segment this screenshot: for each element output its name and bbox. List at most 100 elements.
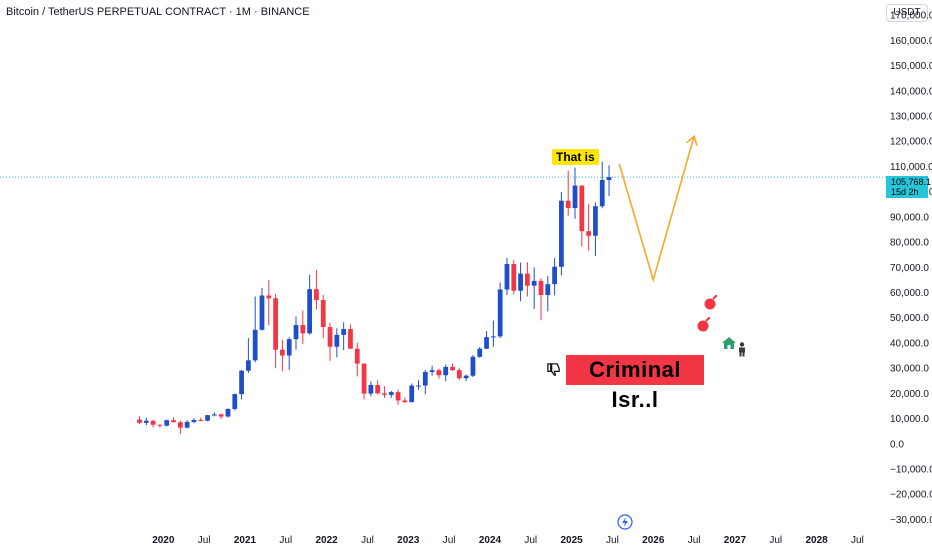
candle-body: [470, 356, 476, 376]
candle-body: [559, 200, 564, 267]
candle-body: [177, 422, 183, 428]
candle: [300, 310, 306, 344]
candle-body: [504, 264, 510, 290]
candle-body: [307, 289, 313, 334]
candle-body: [436, 370, 442, 376]
candle-body: [150, 420, 156, 425]
candle-body: [531, 280, 537, 286]
candle-body: [511, 264, 517, 291]
candle: [559, 192, 564, 276]
candle: [348, 324, 353, 349]
candle-body: [252, 329, 258, 361]
candle: [239, 369, 244, 400]
candle: [164, 419, 170, 427]
x-tick-label: Jul: [688, 535, 701, 546]
candle-body: [205, 415, 210, 421]
x-axis[interactable]: 2020 Jul 2021 Jul 2022 Jul 2023 Jul 2024 Jul 2025 J…: [152, 535, 864, 546]
candle-body: [368, 385, 374, 394]
house-icon[interactable]: [721, 336, 737, 352]
candle-body: [239, 370, 244, 395]
candle: [157, 424, 163, 428]
x-tick-label: 2021: [234, 535, 257, 546]
candle: [436, 368, 442, 379]
chart-title: Bitcoin / TetherUS PERPETUAL CONTRACT · …: [6, 6, 310, 18]
callout-that-is[interactable]: That is: [552, 149, 599, 165]
person-icon[interactable]: [737, 342, 747, 359]
bomb-icon[interactable]: [701, 294, 719, 312]
y-tick-label: 20,000.0: [890, 389, 929, 400]
thumbs-down-icon[interactable]: [546, 362, 561, 379]
y-tick-label: −10,000.0: [890, 465, 932, 476]
bomb-icon[interactable]: [694, 316, 712, 334]
projection-arrowhead: [686, 134, 698, 146]
candle: [150, 419, 156, 428]
candle: [198, 417, 204, 422]
y-axis[interactable]: 170,000.0 160,000.0 150,000.0 140,000.0 130,…: [890, 11, 932, 526]
x-tick-label: 2023: [397, 535, 420, 546]
candle: [320, 294, 326, 338]
x-tick-label: Jul: [361, 535, 374, 546]
last-price-value: 105,768.1: [891, 177, 932, 187]
candle: [606, 165, 612, 197]
candle-body: [191, 419, 197, 422]
candle: [518, 262, 523, 302]
candle-body: [334, 334, 340, 347]
candle-body: [354, 348, 360, 364]
candle-body: [327, 327, 333, 347]
candle: [382, 386, 387, 398]
x-tick-label: Jul: [851, 535, 864, 546]
candle: [388, 390, 394, 398]
candle: [572, 167, 578, 219]
candle-body: [429, 370, 435, 372]
candle-body: [232, 394, 238, 409]
y-tick-label: 130,000.0: [890, 111, 932, 122]
x-tick-label: Jul: [279, 535, 292, 546]
candle: [531, 267, 537, 309]
candle-body: [395, 392, 401, 401]
candle: [456, 367, 462, 381]
candle: [504, 257, 510, 296]
candle-body: [137, 419, 142, 423]
candle: [314, 269, 319, 310]
candle: [429, 365, 435, 376]
projection-layer: [618, 134, 698, 283]
candle-body: [266, 295, 272, 299]
candle: [259, 287, 265, 331]
lightning-icon[interactable]: [617, 514, 633, 532]
candle: [511, 260, 517, 295]
y-tick-label: 30,000.0: [890, 364, 929, 375]
candle-body: [572, 185, 578, 209]
candle: [463, 374, 469, 382]
candle-body: [198, 419, 204, 421]
candle-body: [586, 231, 592, 236]
callout-criminal[interactable]: Criminal Isr..l: [566, 355, 704, 412]
x-tick-label: 2028: [805, 535, 828, 546]
candle: [599, 161, 605, 209]
x-tick-label: 2020: [152, 535, 175, 546]
candle-body: [280, 349, 285, 356]
candle: [368, 381, 374, 397]
candle: [443, 364, 449, 382]
y-tick-label: 0.0: [890, 439, 904, 450]
currency-selector[interactable]: USDT: [886, 4, 928, 22]
candle: [341, 322, 347, 350]
y-tick-label: 10,000.0: [890, 414, 929, 425]
candle-body: [348, 329, 353, 349]
candle: [422, 370, 428, 395]
candle-body: [456, 370, 462, 379]
candle-body: [157, 424, 163, 426]
candle: [211, 412, 217, 417]
x-tick-label: Jul: [443, 535, 456, 546]
candle-body: [490, 336, 496, 338]
y-tick-label: 70,000.0: [890, 263, 929, 274]
candle: [579, 185, 585, 247]
candle-body: [450, 366, 455, 371]
candle-body: [484, 337, 489, 349]
candle: [354, 342, 360, 377]
x-tick-label: 2026: [642, 535, 665, 546]
candle-body: [314, 289, 319, 301]
candle-body: [402, 400, 408, 403]
candle: [280, 339, 285, 372]
candle: [565, 170, 571, 216]
